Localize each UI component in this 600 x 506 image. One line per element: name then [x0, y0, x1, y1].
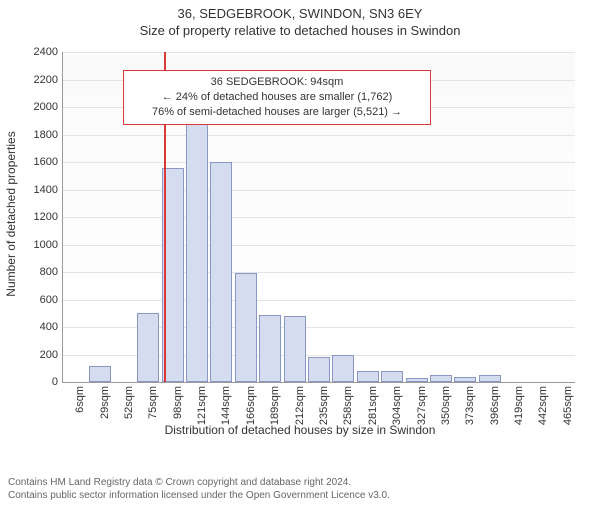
bar — [430, 375, 452, 382]
x-tick: 98sqm — [172, 386, 184, 419]
footer-line1: Contains HM Land Registry data © Crown c… — [8, 476, 592, 489]
infobox-line3: 76% of semi-detached houses are larger (… — [132, 105, 422, 120]
bar — [381, 371, 403, 382]
bar — [284, 316, 306, 382]
x-tick: 373sqm — [464, 386, 476, 425]
y-tick: 1600 — [18, 156, 58, 168]
gridline — [63, 272, 575, 273]
x-tick: 121sqm — [196, 386, 208, 425]
y-tick: 400 — [18, 321, 58, 333]
bar — [89, 366, 111, 383]
bar — [186, 80, 208, 383]
infobox-line1: 36 SEDGEBROOK: 94sqm — [132, 75, 422, 90]
y-tick: 1000 — [18, 239, 58, 251]
gridline — [63, 245, 575, 246]
x-tick: 258sqm — [342, 386, 354, 425]
x-tick: 304sqm — [391, 386, 403, 425]
x-tick: 6sqm — [74, 386, 86, 413]
title-sub: Size of property relative to detached ho… — [0, 23, 600, 38]
y-tick: 0 — [18, 376, 58, 388]
title-main: 36, SEDGEBROOK, SWINDON, SN3 6EY — [0, 6, 600, 21]
y-tick: 600 — [18, 294, 58, 306]
bar — [332, 355, 354, 383]
y-tick: 200 — [18, 349, 58, 361]
infobox: 36 SEDGEBROOK: 94sqm ← 24% of detached h… — [123, 70, 431, 125]
footer: Contains HM Land Registry data © Crown c… — [0, 476, 600, 502]
chart: Number of detached properties 36 SEDGEBR… — [0, 44, 600, 439]
plot-area: 36 SEDGEBROOK: 94sqm ← 24% of detached h… — [62, 52, 575, 383]
y-tick: 2000 — [18, 101, 58, 113]
bar — [406, 378, 428, 382]
x-tick: 235sqm — [318, 386, 330, 425]
y-tick: 800 — [18, 266, 58, 278]
y-tick: 1400 — [18, 184, 58, 196]
x-tick: 75sqm — [147, 386, 159, 419]
x-tick: 52sqm — [123, 386, 135, 419]
gridline — [63, 52, 575, 53]
y-tick: 1200 — [18, 211, 58, 223]
x-tick: 465sqm — [562, 386, 574, 425]
x-tick: 281sqm — [367, 386, 379, 425]
gridline — [63, 135, 575, 136]
gridline — [63, 217, 575, 218]
x-tick: 189sqm — [269, 386, 281, 425]
bar — [454, 377, 476, 383]
bar — [259, 315, 281, 382]
y-tick: 2400 — [18, 46, 58, 58]
y-tick: 2200 — [18, 74, 58, 86]
x-tick: 442sqm — [537, 386, 549, 425]
bar — [357, 371, 379, 382]
x-tick: 29sqm — [99, 386, 111, 419]
x-tick: 419sqm — [513, 386, 525, 425]
x-tick: 144sqm — [220, 386, 232, 425]
gridline — [63, 300, 575, 301]
y-tick: 1800 — [18, 129, 58, 141]
x-tick: 166sqm — [245, 386, 257, 425]
bar — [479, 375, 501, 382]
bar — [210, 162, 232, 382]
x-tick: 212sqm — [294, 386, 306, 425]
footer-line2: Contains public sector information licen… — [8, 489, 592, 502]
bar — [235, 273, 257, 382]
gridline — [63, 190, 575, 191]
gridline — [63, 162, 575, 163]
bar — [308, 357, 330, 382]
y-axis-label: Number of detached properties — [4, 131, 18, 296]
bar — [137, 313, 159, 382]
x-tick: 327sqm — [416, 386, 428, 425]
infobox-line2: ← 24% of detached houses are smaller (1,… — [132, 90, 422, 105]
x-tick: 396sqm — [489, 386, 501, 425]
x-tick: 350sqm — [440, 386, 452, 425]
